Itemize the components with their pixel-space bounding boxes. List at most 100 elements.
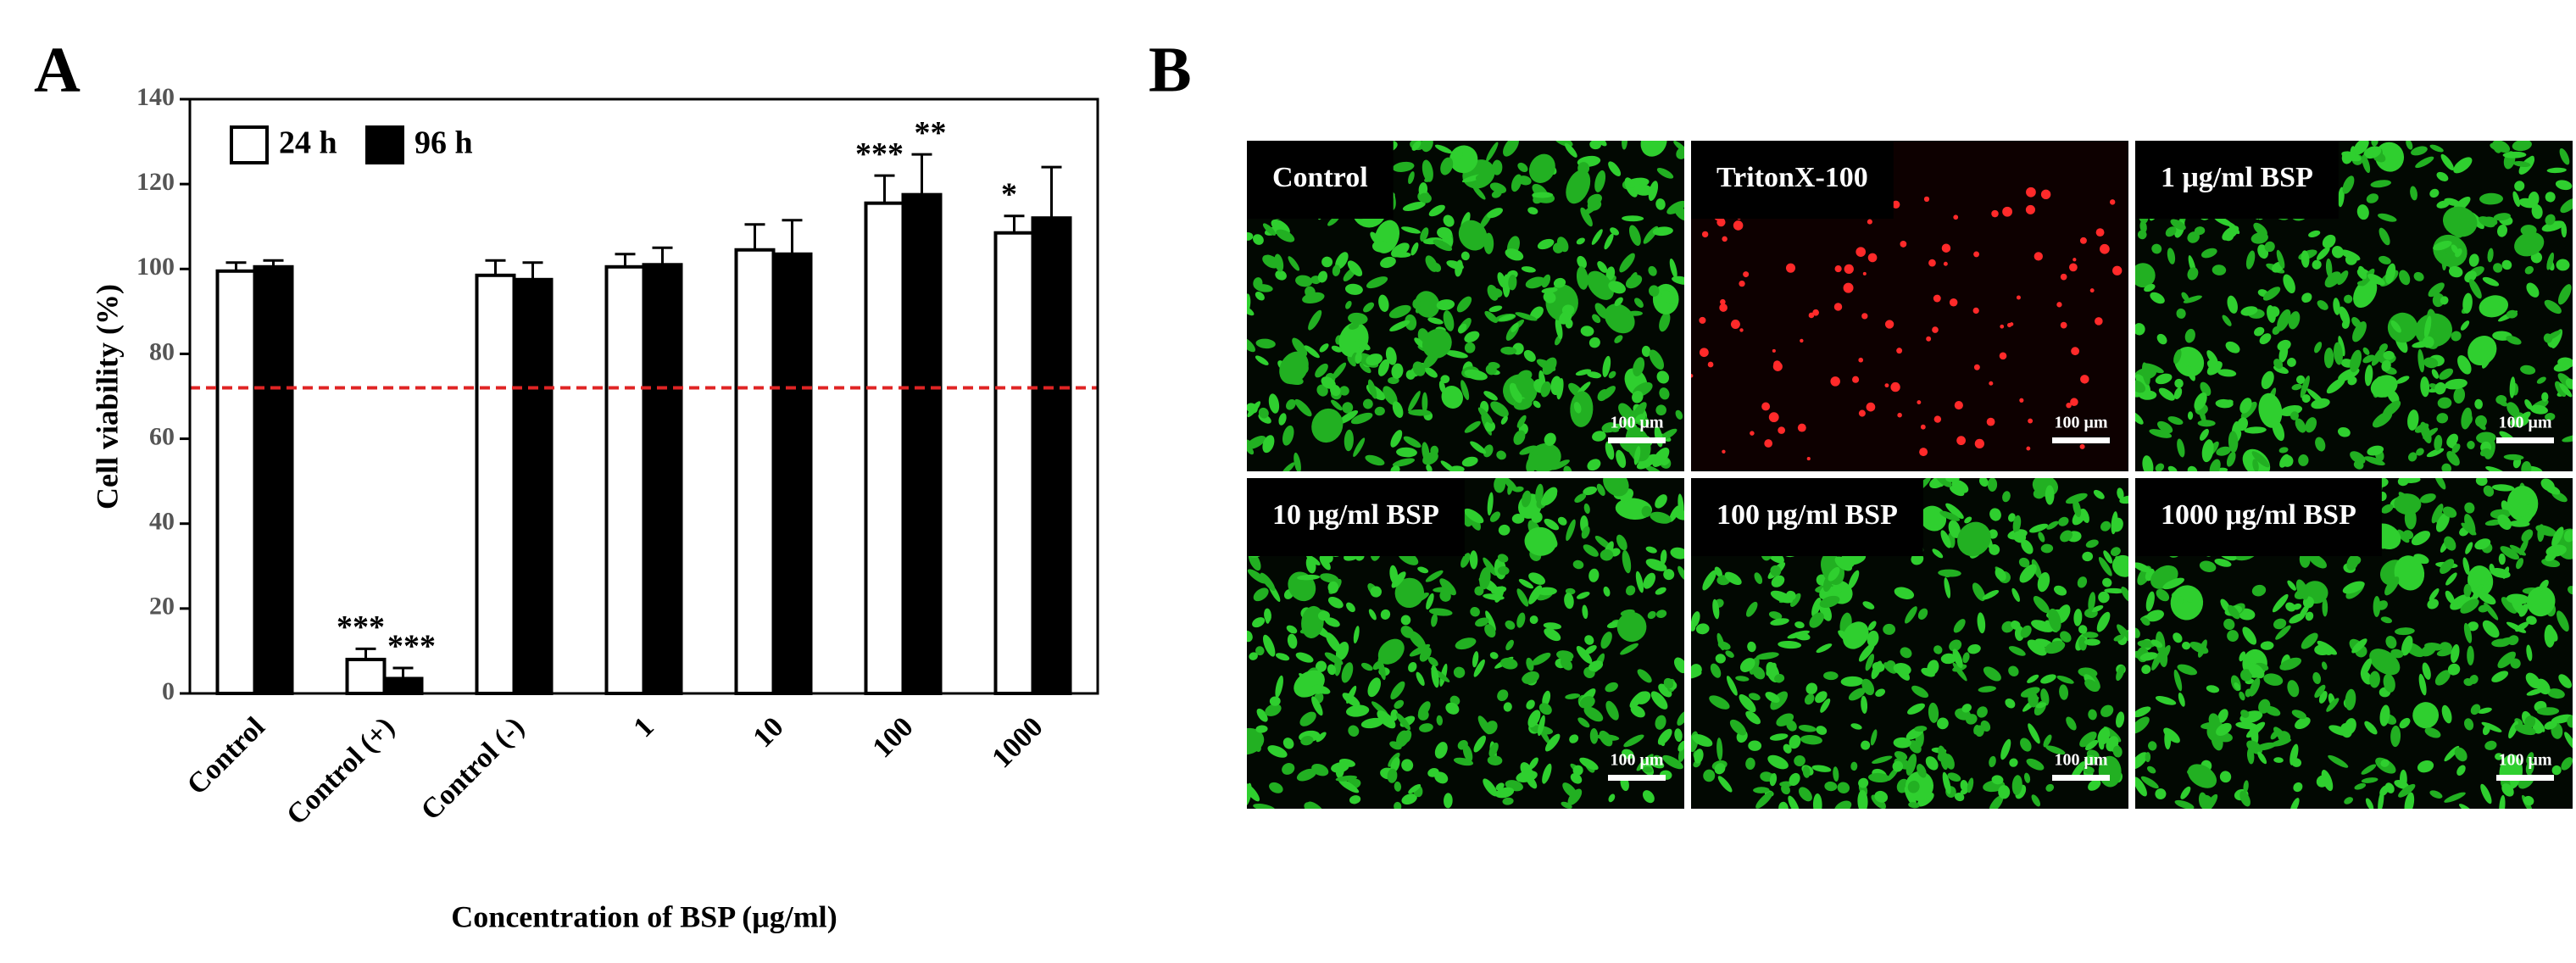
cell xyxy=(1640,141,1667,157)
cell xyxy=(2217,369,2237,377)
cell xyxy=(2227,295,2238,314)
cell xyxy=(1861,313,1868,320)
cell xyxy=(2026,758,2045,771)
cell xyxy=(2314,644,2331,655)
cell xyxy=(2264,241,2275,253)
cell xyxy=(1464,331,1480,343)
cell xyxy=(1247,782,1260,802)
cell xyxy=(1325,632,1342,653)
cell xyxy=(2423,315,2432,338)
cell xyxy=(2312,671,2322,684)
cell xyxy=(2524,399,2533,410)
cell xyxy=(2478,604,2490,613)
cell xyxy=(2497,224,2508,237)
significance-label: *** xyxy=(855,136,904,172)
cell xyxy=(2151,243,2162,254)
cell xyxy=(1304,345,1320,359)
cell xyxy=(2463,583,2472,598)
cell xyxy=(1729,719,1747,736)
cell xyxy=(1739,694,1756,713)
cell xyxy=(1934,478,1952,487)
cell xyxy=(1604,303,1635,334)
cell xyxy=(1695,623,1710,635)
cell xyxy=(1619,253,1635,273)
cell xyxy=(1421,141,1433,153)
cell xyxy=(1473,659,1485,677)
cell xyxy=(1331,399,1343,411)
cell xyxy=(2273,618,2287,630)
cell xyxy=(1594,141,1607,147)
cell xyxy=(1276,229,1295,242)
cell xyxy=(1577,592,1590,599)
cell xyxy=(1724,571,1742,586)
cell xyxy=(2541,558,2561,568)
cell xyxy=(2365,798,2374,809)
cell xyxy=(1592,314,1601,324)
micrograph: Control 100 μm xyxy=(1247,141,1684,471)
cell xyxy=(2173,669,2183,692)
cell xyxy=(1544,518,1560,531)
cell xyxy=(1349,795,1361,804)
cell xyxy=(2457,355,2472,375)
cell xyxy=(1830,585,1843,595)
cell xyxy=(1278,413,1287,426)
cell xyxy=(2018,557,2030,568)
cell xyxy=(1645,546,1657,554)
cell xyxy=(2394,555,2425,591)
cell xyxy=(2239,691,2245,701)
cell xyxy=(2012,515,2022,533)
cell xyxy=(1858,357,1864,363)
cell xyxy=(1772,348,1776,353)
cell xyxy=(1389,320,1410,331)
cell xyxy=(2478,216,2495,228)
cell xyxy=(2187,764,2217,788)
cell xyxy=(2034,252,2043,261)
cell xyxy=(1367,677,1382,698)
cell xyxy=(2506,402,2520,417)
cell xyxy=(1247,337,1256,353)
cell xyxy=(2453,387,2466,404)
cell xyxy=(1255,646,1265,656)
cell xyxy=(2176,308,2186,319)
cell xyxy=(1282,738,1294,749)
cell xyxy=(1925,756,1939,771)
cell xyxy=(2520,365,2536,375)
cell xyxy=(1524,526,1557,556)
cell xyxy=(1402,201,1426,211)
cell xyxy=(1852,376,1860,383)
cell xyxy=(2420,421,2432,444)
cell xyxy=(1765,692,1780,703)
cell xyxy=(1774,674,1785,683)
cell xyxy=(1647,610,1656,620)
cell xyxy=(1513,430,1526,445)
cell xyxy=(1659,387,1670,400)
cell xyxy=(1529,615,1538,625)
y-tick-label: 0 xyxy=(162,677,175,705)
cell xyxy=(1656,370,1670,384)
cell xyxy=(1519,445,1538,455)
cell xyxy=(2442,506,2457,518)
cell xyxy=(2451,244,2459,254)
cell xyxy=(1673,141,1684,153)
cell xyxy=(1408,661,1417,672)
cell xyxy=(1917,608,1928,620)
cell xyxy=(1823,671,1839,681)
cell xyxy=(2186,365,2195,381)
cell xyxy=(2261,370,2274,390)
cell xyxy=(2465,542,2473,554)
cell xyxy=(2040,674,2056,684)
cell xyxy=(1635,414,1646,423)
cell xyxy=(2417,760,2434,773)
cell xyxy=(2060,631,2072,643)
cell xyxy=(2441,463,2452,471)
cell xyxy=(2420,376,2430,398)
cell xyxy=(1367,379,1377,399)
cell xyxy=(1858,643,1875,662)
cell xyxy=(1580,326,1594,337)
cell xyxy=(1295,275,1313,287)
cell xyxy=(1460,553,1471,568)
cell xyxy=(2561,222,2568,238)
cell xyxy=(1614,297,1623,307)
cell xyxy=(1811,597,1822,617)
cell xyxy=(1603,478,1629,497)
